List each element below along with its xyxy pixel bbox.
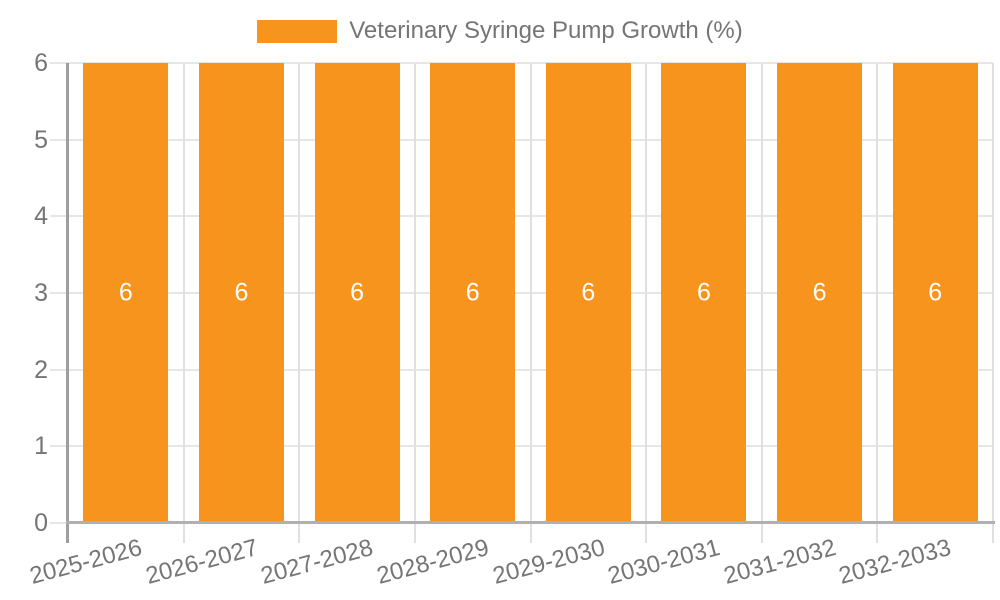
legend-swatch (257, 19, 338, 43)
x-axis-tick-label: 2031-2032 (720, 534, 839, 590)
x-axis-tick-label: 2027-2028 (258, 534, 377, 590)
x-axis-tick (992, 523, 994, 543)
gridline-vertical (992, 63, 994, 523)
x-axis-tick (413, 523, 416, 543)
x-axis-line (66, 521, 995, 524)
bar[interactable]: 6 (545, 63, 631, 523)
x-axis-tick (760, 523, 763, 543)
gridline-horizontal (50, 215, 993, 218)
x-axis-tick (645, 523, 648, 543)
x-axis-tick (182, 523, 185, 543)
x-axis-tick (298, 523, 301, 543)
gridline-vertical (645, 63, 648, 523)
x-axis-tick-label: 2029-2030 (489, 534, 608, 590)
gridline-horizontal (50, 445, 993, 448)
gridline-vertical (760, 63, 763, 523)
bar-value-label: 6 (581, 278, 596, 307)
bar-value-label: 6 (928, 278, 943, 307)
gridline-vertical (876, 63, 879, 523)
bar[interactable]: 6 (777, 63, 863, 523)
x-axis-tick-label: 2028-2029 (373, 534, 492, 590)
legend-label: Veterinary Syringe Pump Growth (%) (349, 17, 743, 44)
bar[interactable]: 6 (430, 63, 516, 523)
gridline-horizontal (50, 138, 993, 141)
y-axis-line (66, 63, 69, 543)
bar-value-label: 6 (234, 278, 249, 307)
y-axis-tick-label: 0 (34, 509, 48, 537)
y-axis-tick-label: 4 (34, 202, 48, 231)
x-axis-tick (876, 523, 879, 543)
x-axis-tick-label: 2026-2027 (142, 534, 261, 590)
bar[interactable]: 6 (314, 63, 400, 523)
bar[interactable]: 6 (83, 63, 169, 523)
gridline-horizontal (50, 368, 993, 371)
gridline-vertical (413, 63, 416, 523)
y-axis-tick-label: 2 (34, 355, 48, 384)
bar-value-label: 6 (812, 278, 827, 307)
bar[interactable]: 6 (661, 63, 747, 523)
bar[interactable]: 6 (198, 63, 284, 523)
gridline-vertical (529, 63, 532, 523)
bar-value-label: 6 (465, 278, 480, 307)
y-axis-tick-label: 5 (34, 125, 48, 154)
chart-legend[interactable]: Veterinary Syringe Pump Growth (%) (0, 17, 1000, 45)
bar-value-label: 6 (118, 278, 133, 307)
y-axis-tick-label: 1 (34, 432, 48, 461)
gridline-horizontal (50, 62, 993, 64)
y-axis-tick-label: 6 (34, 49, 48, 77)
gridline-vertical (182, 63, 185, 523)
bar-value-label: 6 (350, 278, 365, 307)
gridline-horizontal (50, 292, 993, 294)
x-axis-tick-label: 2030-2031 (605, 534, 723, 590)
x-axis-tick-label: 2025-2026 (26, 534, 145, 590)
x-axis-tick (529, 523, 532, 543)
gridline-vertical (298, 63, 301, 523)
y-axis-tick-label: 3 (34, 279, 48, 307)
bar[interactable]: 6 (892, 63, 978, 523)
x-axis-tick-label: 2032-2033 (836, 534, 955, 590)
bar-value-label: 6 (696, 278, 711, 307)
